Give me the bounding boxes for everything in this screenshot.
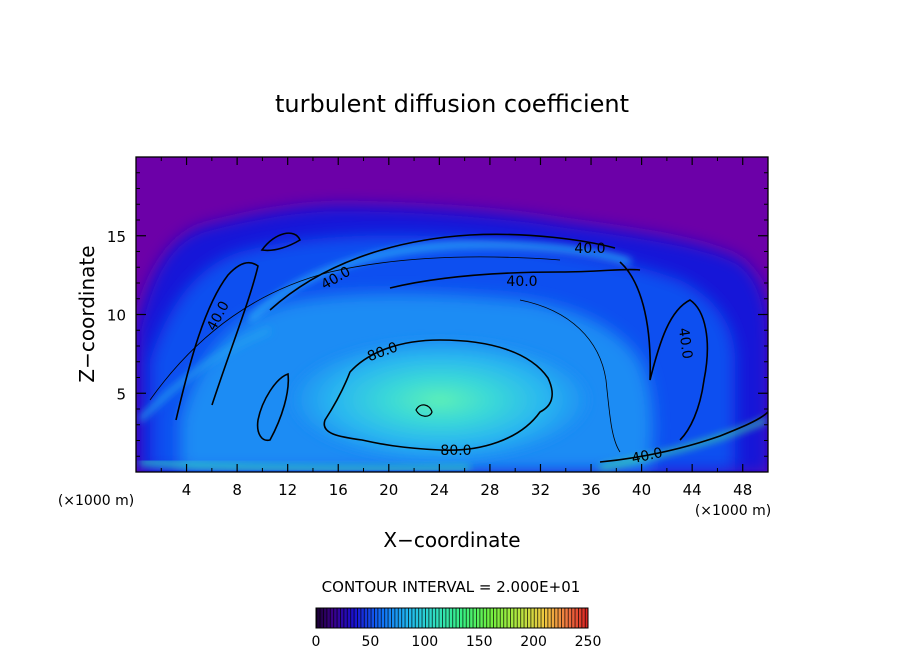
field-core — [290, 338, 590, 462]
colorbar-tick-label: 50 — [361, 634, 379, 650]
y-tick-label: 15 — [107, 228, 126, 246]
x-axis: 4 8 12 16 20 24 28 32 36 40 44 48 — [160, 157, 752, 499]
x-tick-label: 32 — [531, 481, 550, 499]
x-tick-label: 48 — [733, 481, 752, 499]
contour-label: 40.0 — [675, 327, 695, 360]
x-tick-label: 36 — [581, 481, 600, 499]
contour-label: 40.0 — [574, 241, 605, 257]
heatmap-field — [136, 157, 768, 472]
colorbar-tick-label: 0 — [312, 634, 321, 650]
contour-40-bottomright — [599, 411, 768, 463]
x-tick-label: 12 — [278, 481, 297, 499]
contour-label: 40.0 — [506, 274, 537, 290]
contour-thin-b — [519, 299, 621, 453]
colorbar-tick-label: 250 — [575, 634, 602, 650]
y-axis-label: Z−coordinate — [75, 245, 99, 382]
x-tick-label: 40 — [632, 481, 651, 499]
colorbar-tick-label: 200 — [520, 634, 547, 650]
contour-label: 40.0 — [630, 445, 664, 467]
contour-40-left — [175, 261, 259, 421]
colorbar-frame — [315, 607, 589, 629]
contour-40-island — [256, 372, 290, 442]
field-streak-left — [138, 327, 271, 422]
contour-40-right — [619, 261, 709, 441]
y-tick-label: 10 — [107, 307, 126, 325]
contour-40-topleft — [260, 232, 302, 252]
y-tick-label: 5 — [116, 385, 126, 403]
field-streak-upper — [247, 241, 631, 323]
colorbar-tick-label: 100 — [411, 634, 438, 650]
contour-thin-a — [149, 256, 561, 401]
x-tick-label: 16 — [329, 481, 348, 499]
x-unit-right: (×1000 m) — [695, 503, 771, 519]
x-tick-label: 20 — [379, 481, 398, 499]
x-tick-label: 28 — [480, 481, 499, 499]
x-tick-label: 24 — [430, 481, 449, 499]
contour-interval-text: CONTOUR INTERVAL = 2.000E+01 — [322, 578, 581, 596]
x-unit-left: (×1000 m) — [58, 493, 134, 509]
x-tick-label: 44 — [683, 481, 702, 499]
chart-title: turbulent diffusion coefficient — [275, 90, 629, 118]
contour-80 — [323, 339, 553, 451]
x-axis-label: X−coordinate — [383, 528, 520, 552]
contour-core — [415, 404, 433, 417]
contour-40-arc-upper — [269, 233, 616, 311]
colorbar-ticks: 0 50 100 150 200 250 — [312, 634, 602, 650]
contour-lines — [149, 232, 768, 463]
field-streak-base — [139, 459, 471, 472]
colorbar-lines — [316, 608, 588, 628]
contour-label: 80.0 — [440, 443, 471, 459]
contour-40-arc-mid — [389, 268, 641, 289]
x-tick-label: 4 — [182, 481, 192, 499]
colorbar: 0 50 100 150 200 250 — [312, 607, 602, 650]
y-axis: 5 10 15 — [107, 172, 768, 457]
x-tick-label: 8 — [232, 481, 242, 499]
colorbar-tick-label: 150 — [466, 634, 493, 650]
